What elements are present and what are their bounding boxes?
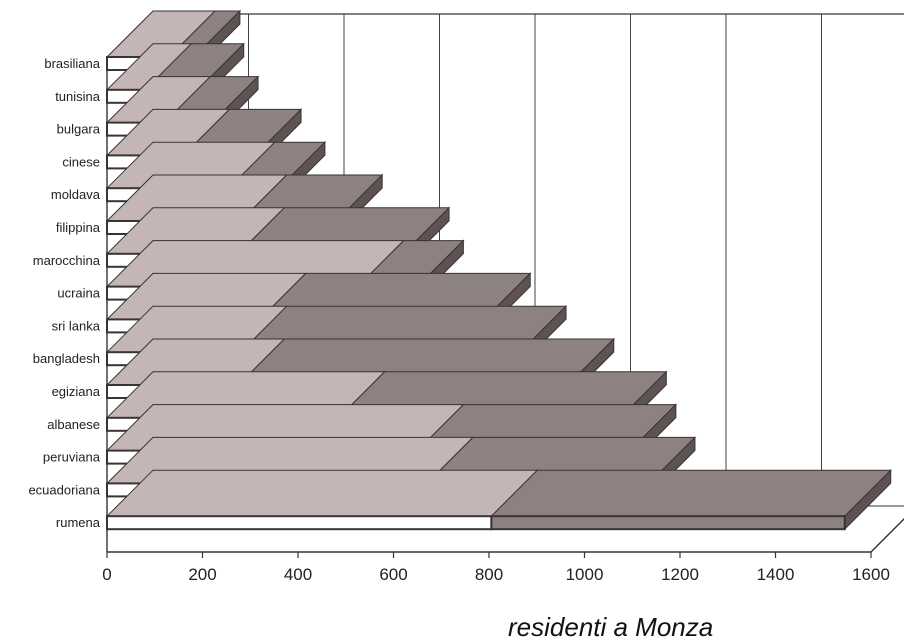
x-tick-label: 0 [102,565,111,584]
category-label: filippina [56,220,101,235]
x-tick-label: 1000 [566,565,604,584]
category-label: egiziana [52,384,101,399]
x-axis-ticks: 0 200 400 600 800 1000 1200 1400 1600 [102,552,890,584]
category-label: bulgara [57,122,101,137]
bar-top-segment-1 [105,469,539,517]
bar-segment-2 [490,515,846,531]
x-tick-label: 1600 [852,565,890,584]
bar-top-segment-2 [490,469,892,517]
category-label: albanese [47,417,100,432]
category-label: moldava [51,187,101,202]
category-label: sri lanka [52,318,101,333]
category-label: bangladesh [33,351,100,366]
category-label: marocchina [33,253,101,268]
x-axis-caption: residenti a Monza [508,612,714,642]
x-tick-label: 600 [379,565,407,584]
category-label: rumena [56,515,101,530]
category-label: ecuadoriana [28,482,100,497]
x-tick-label: 400 [284,565,312,584]
bar-segment-1 [106,515,493,531]
floor-right-edge [870,518,904,553]
category-label: tunisina [55,89,101,104]
category-label: ucraina [57,286,100,301]
bar-group [105,468,892,531]
bars [105,9,892,531]
category-label: brasiliana [44,56,100,71]
x-tick-label: 1400 [757,565,795,584]
category-label: cinese [62,154,100,169]
x-tick-label: 800 [475,565,503,584]
category-label: peruviana [43,450,101,465]
x-tick-label: 200 [188,565,216,584]
x-tick-label: 1200 [661,565,699,584]
